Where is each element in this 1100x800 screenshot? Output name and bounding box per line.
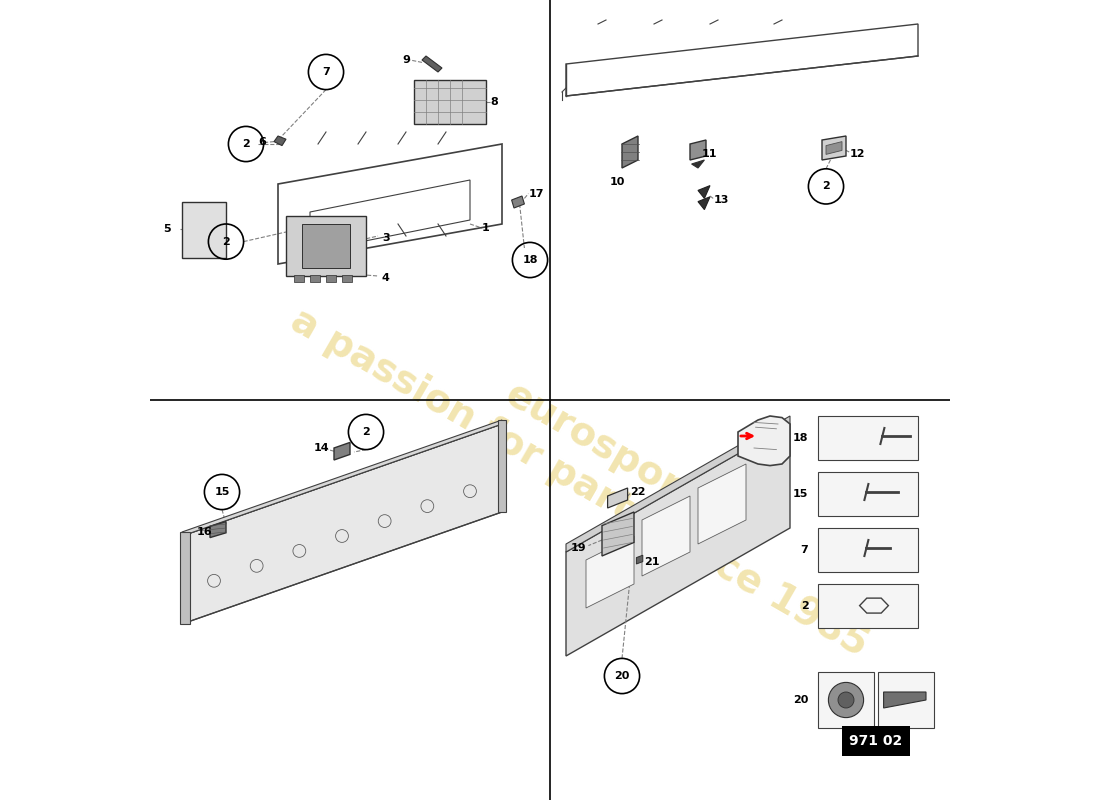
Polygon shape xyxy=(637,555,642,564)
Polygon shape xyxy=(698,186,710,198)
Text: 15: 15 xyxy=(793,489,808,498)
Polygon shape xyxy=(883,692,926,708)
Text: 11: 11 xyxy=(702,149,717,158)
Polygon shape xyxy=(738,416,790,466)
FancyBboxPatch shape xyxy=(818,416,918,460)
Text: 17: 17 xyxy=(528,189,543,198)
Polygon shape xyxy=(566,416,790,552)
Text: 14: 14 xyxy=(314,443,330,453)
Polygon shape xyxy=(210,522,225,538)
FancyBboxPatch shape xyxy=(842,726,910,756)
Text: 16: 16 xyxy=(197,527,212,537)
FancyBboxPatch shape xyxy=(818,528,918,572)
Polygon shape xyxy=(274,136,286,146)
Text: 1: 1 xyxy=(482,223,490,233)
Text: 9: 9 xyxy=(402,55,410,65)
FancyBboxPatch shape xyxy=(818,672,874,728)
Text: 2: 2 xyxy=(822,182,829,191)
Text: eurosport
a passion for parts since 1985: eurosport a passion for parts since 1985 xyxy=(284,263,896,665)
FancyBboxPatch shape xyxy=(342,275,352,282)
Text: 8: 8 xyxy=(490,98,497,107)
Polygon shape xyxy=(512,196,525,208)
Text: 20: 20 xyxy=(614,671,629,681)
Text: 19: 19 xyxy=(571,543,586,553)
Text: 7: 7 xyxy=(322,67,330,77)
Polygon shape xyxy=(826,142,842,154)
Text: 5: 5 xyxy=(164,224,172,234)
FancyBboxPatch shape xyxy=(286,216,366,276)
Text: 22: 22 xyxy=(630,487,646,497)
Text: 6: 6 xyxy=(258,138,266,147)
Polygon shape xyxy=(698,464,746,544)
Text: 2: 2 xyxy=(801,601,808,610)
Text: 3: 3 xyxy=(382,233,389,242)
Text: 4: 4 xyxy=(382,273,389,282)
FancyBboxPatch shape xyxy=(818,584,918,628)
Text: 2: 2 xyxy=(242,139,250,149)
FancyBboxPatch shape xyxy=(310,275,320,282)
Polygon shape xyxy=(822,136,846,160)
Text: 15: 15 xyxy=(214,487,230,497)
Polygon shape xyxy=(566,424,790,656)
Text: 2: 2 xyxy=(362,427,370,437)
Polygon shape xyxy=(607,488,628,508)
Circle shape xyxy=(838,692,854,708)
Polygon shape xyxy=(180,532,190,624)
Text: 971 02: 971 02 xyxy=(849,734,902,748)
Polygon shape xyxy=(621,136,638,168)
Polygon shape xyxy=(498,420,506,512)
Text: 10: 10 xyxy=(610,177,626,186)
FancyBboxPatch shape xyxy=(294,275,304,282)
Text: 20: 20 xyxy=(793,695,808,705)
FancyBboxPatch shape xyxy=(818,472,918,516)
Text: 18: 18 xyxy=(793,433,808,442)
Polygon shape xyxy=(692,160,704,168)
Text: 18: 18 xyxy=(522,255,538,265)
Polygon shape xyxy=(586,536,634,608)
FancyBboxPatch shape xyxy=(302,224,350,268)
Polygon shape xyxy=(698,197,710,210)
Polygon shape xyxy=(182,424,502,624)
Circle shape xyxy=(828,682,864,718)
Polygon shape xyxy=(642,496,690,576)
FancyBboxPatch shape xyxy=(878,672,934,728)
Polygon shape xyxy=(690,140,706,160)
Polygon shape xyxy=(422,56,442,72)
Text: 21: 21 xyxy=(645,558,660,567)
FancyBboxPatch shape xyxy=(414,80,486,124)
FancyBboxPatch shape xyxy=(182,202,225,258)
Text: 12: 12 xyxy=(850,149,866,158)
Text: 2: 2 xyxy=(222,237,230,246)
Polygon shape xyxy=(602,512,634,556)
Polygon shape xyxy=(182,420,502,536)
FancyBboxPatch shape xyxy=(326,275,336,282)
Polygon shape xyxy=(334,442,350,460)
Text: 7: 7 xyxy=(801,545,808,554)
Text: 13: 13 xyxy=(714,195,729,205)
